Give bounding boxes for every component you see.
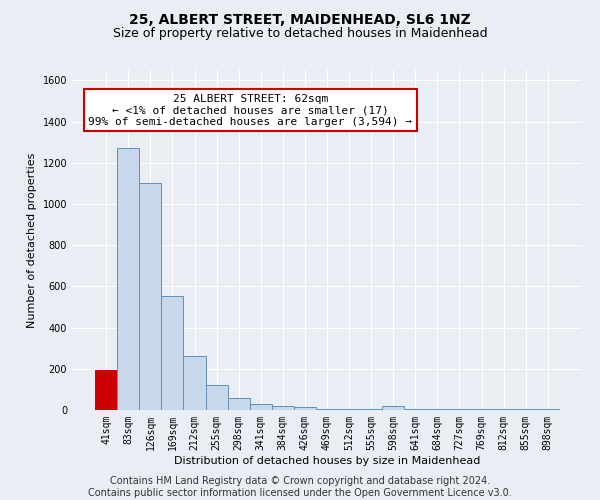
Bar [316,409,338,410]
Bar [139,184,161,410]
Bar [272,406,294,410]
Text: 25 ALBERT STREET: 62sqm
← <1% of detached houses are smaller (17)
99% of semi-de: 25 ALBERT STREET: 62sqm ← <1% of detache… [89,94,413,127]
Bar [338,409,360,410]
Bar [117,148,139,410]
X-axis label: Distribution of detached houses by size in Maidenhead: Distribution of detached houses by size … [174,456,480,466]
Bar [161,296,184,410]
Bar [493,409,515,410]
Bar [448,409,470,410]
Text: Size of property relative to detached houses in Maidenhead: Size of property relative to detached ho… [113,28,487,40]
Text: 25, ALBERT STREET, MAIDENHEAD, SL6 1NZ: 25, ALBERT STREET, MAIDENHEAD, SL6 1NZ [129,12,471,26]
Bar [404,409,427,410]
Y-axis label: Number of detached properties: Number of detached properties [27,152,37,328]
Bar [294,407,316,410]
Bar [360,409,382,410]
Text: Contains HM Land Registry data © Crown copyright and database right 2024.
Contai: Contains HM Land Registry data © Crown c… [88,476,512,498]
Bar [382,406,404,410]
Bar [95,370,117,410]
Bar [250,404,272,410]
Bar [184,356,206,410]
Bar [515,409,537,410]
Bar [227,398,250,410]
Bar [427,409,448,410]
Bar [206,386,227,410]
Bar [470,409,493,410]
Bar [537,409,559,410]
